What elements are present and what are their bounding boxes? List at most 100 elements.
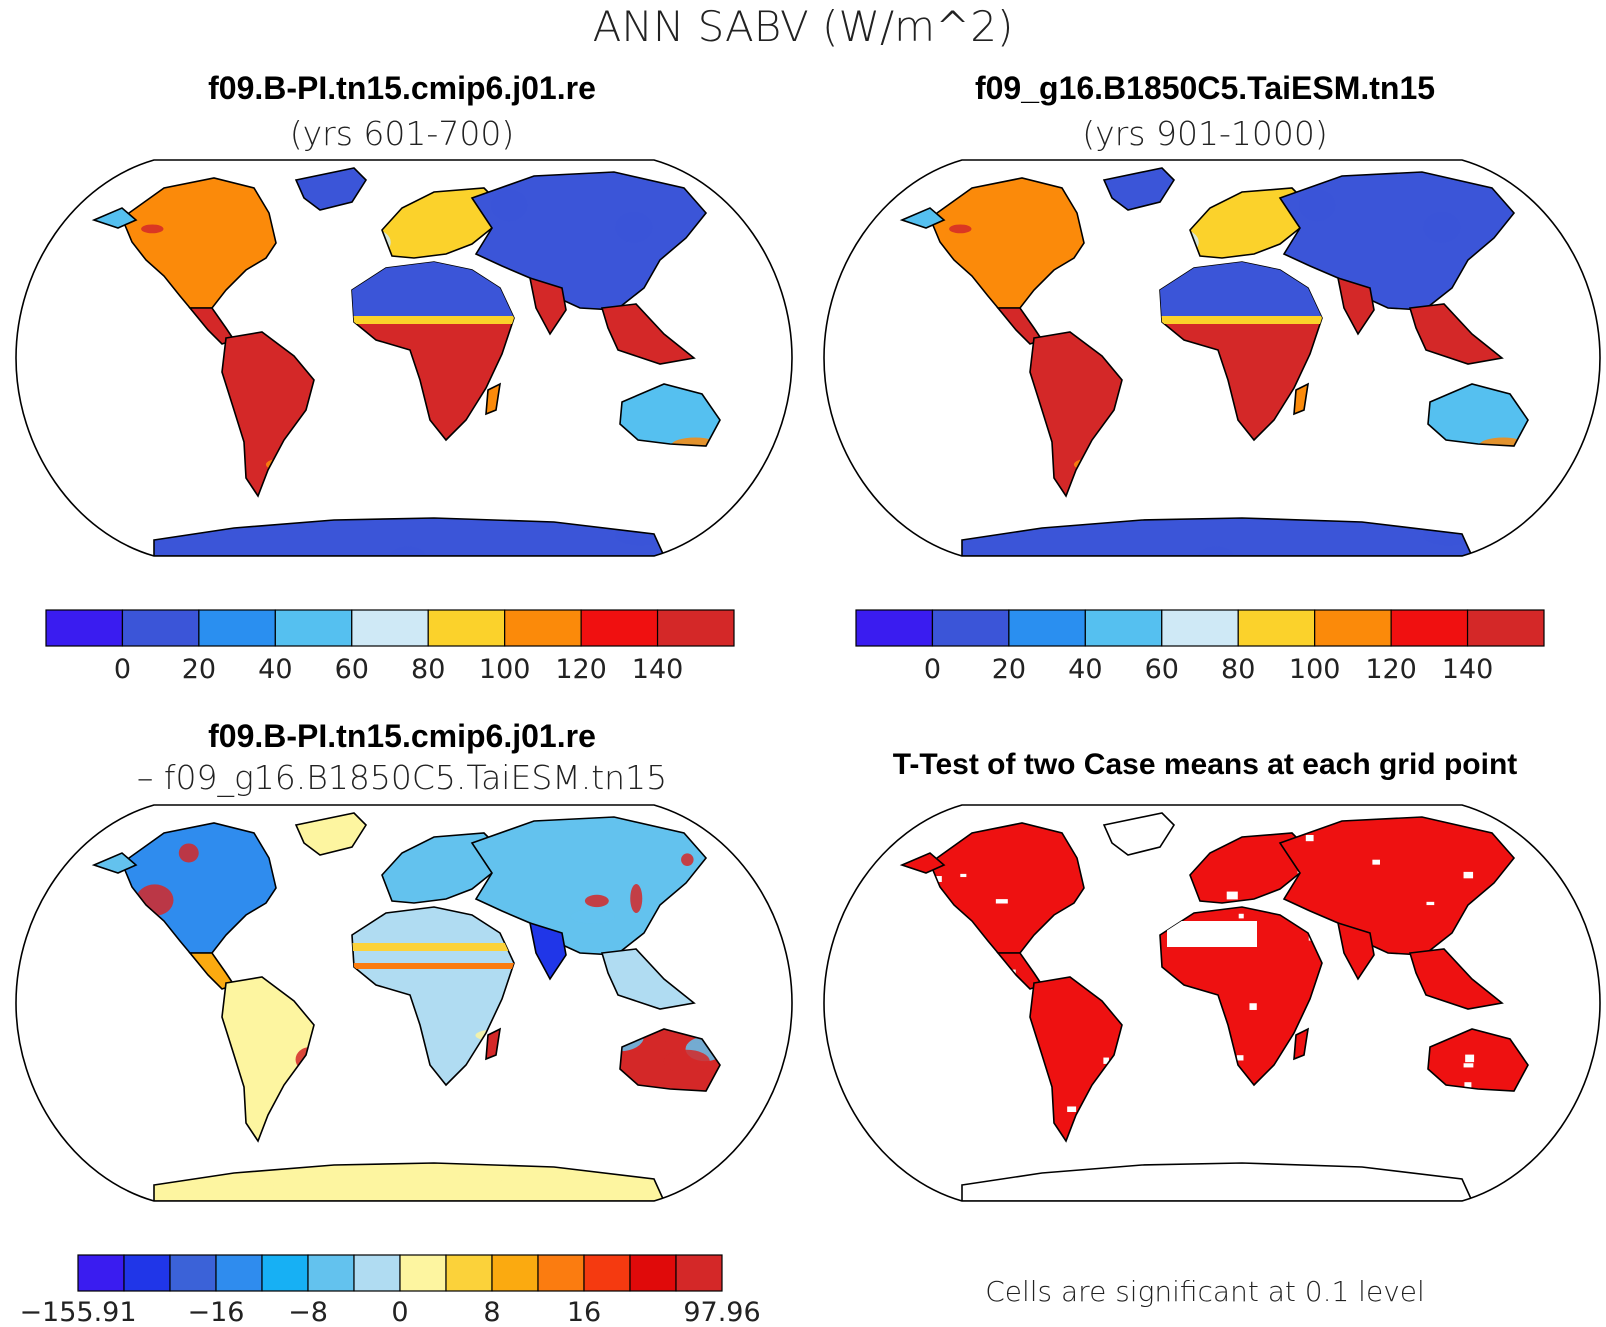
colorbar-swatch (537, 1254, 585, 1292)
colorbar-tick-label: 0 (391, 1297, 408, 1327)
colorbar-swatch (123, 1254, 171, 1292)
region-antarctica (154, 1163, 664, 1201)
region-greenland (1104, 813, 1174, 855)
colorbar-swatch (169, 1254, 217, 1292)
colorbar-swatch (1466, 609, 1545, 647)
colorbar-swatch (445, 1254, 493, 1292)
colorbar-swatch (675, 1254, 723, 1292)
colorbar-tick-label: 140 (632, 654, 684, 685)
colorbar-tick-label: 60 (1145, 654, 1179, 685)
colorbar-swatch (307, 1254, 355, 1292)
colorbar-tick-label: 80 (411, 654, 445, 685)
panel-subtitle-bottom-left: – f09_g16.B1850C5.TaiESM.tn15 (136, 758, 668, 797)
colorbar-swatch (353, 1254, 401, 1292)
colorbar-tick-label: 100 (1289, 654, 1341, 685)
colorbar-tick-label: 0 (114, 654, 131, 685)
region-asia (472, 172, 706, 310)
region-europe (1190, 833, 1312, 903)
colorbar-bottom-left: −155.91 −16 −8 0 8 16 97.96 (19, 1254, 761, 1327)
panel-subtitle-top-left: (yrs 601-700) (289, 114, 515, 153)
colorbar-swatch (1390, 609, 1469, 647)
map-bottom-left (15, 804, 793, 1202)
region-greenland (296, 813, 366, 855)
region-greenland (1104, 168, 1174, 210)
region-centralam (190, 308, 234, 344)
colorbar-swatch (931, 609, 1010, 647)
colorbar-tick-label: 120 (555, 654, 607, 685)
colorbar-tick-label: 20 (182, 654, 216, 685)
region-europe (1190, 188, 1312, 258)
colorbar-swatch (1161, 609, 1239, 647)
region-seasia (1410, 304, 1502, 364)
region-asia (1280, 817, 1514, 955)
region-africa (1160, 907, 1322, 1085)
colorbar-tick-label: 8 (483, 1297, 500, 1327)
region-asia (1280, 172, 1514, 310)
colorbar-tick-label: 120 (1365, 654, 1417, 685)
region-namerica (122, 823, 276, 953)
region-asia (472, 817, 706, 955)
region-antarctica (154, 518, 664, 556)
map-border (15, 804, 793, 1202)
colorbar-swatch (855, 609, 934, 647)
region-namerica (930, 823, 1084, 953)
colorbar-swatch (427, 609, 506, 647)
colorbar-swatch (580, 609, 659, 647)
colorbar-swatch (77, 1254, 125, 1292)
colorbar-swatch (121, 609, 200, 647)
region-greenland (296, 168, 366, 210)
colorbar-tick-label: 40 (258, 654, 292, 685)
region-centralam (190, 953, 234, 989)
map-top-right (823, 159, 1601, 557)
colorbar-swatch (399, 1254, 447, 1292)
colorbar-tick-label: 40 (1068, 654, 1102, 685)
map-bottom-right (823, 804, 1601, 1202)
colorbar-tick-label: −16 (188, 1297, 245, 1327)
region-centralam (998, 953, 1042, 989)
colorbar-tick-label: 20 (992, 654, 1026, 685)
region-seasia (602, 304, 694, 364)
colorbar-top-left: 0 20 40 60 80 100 120 140 (45, 609, 735, 685)
colorbar-swatch (583, 1254, 631, 1292)
colorbar-tick-label: 140 (1442, 654, 1494, 685)
region-antarctica (962, 518, 1472, 556)
region-australia (620, 384, 720, 446)
panel-title-bottom-left: f09.B-PI.tn15.cmip6.j01.re (208, 718, 596, 754)
colorbar-swatch (656, 609, 735, 647)
region-seasia (602, 949, 694, 1009)
colorbar-swatch (198, 609, 276, 647)
colorbar-tick-label: 60 (335, 654, 369, 685)
colorbar-swatch (215, 1254, 263, 1292)
colorbar-swatch (261, 1254, 309, 1292)
colorbar-swatch (45, 609, 124, 647)
colorbar-swatch (504, 609, 582, 647)
region-antarctica (962, 1163, 1472, 1201)
colorbar-swatch (1084, 609, 1163, 647)
region-australia (1428, 384, 1528, 446)
region-europe (382, 833, 504, 903)
panel-title-bottom-right: T-Test of two Case means at each grid po… (892, 748, 1518, 781)
colorbar-swatch (351, 609, 429, 647)
colorbar-tick-label: 0 (924, 654, 941, 685)
colorbar-swatch (1008, 609, 1086, 647)
region-centralam (998, 308, 1042, 344)
colorbar-tick-label: 16 (567, 1297, 601, 1327)
colorbar-tick-label: 97.96 (683, 1297, 760, 1327)
region-europe (382, 188, 504, 258)
colorbar-swatch (629, 1254, 677, 1292)
region-seasia (1410, 949, 1502, 1009)
map-border (823, 159, 1601, 557)
panel-title-top-right: f09_g16.B1850C5.TaiESM.tn15 (974, 70, 1436, 106)
map-border (15, 159, 793, 557)
region-namerica (930, 178, 1084, 308)
colorbar-swatch (274, 609, 353, 647)
colorbar-tick-label: −155.91 (19, 1297, 136, 1327)
region-india (530, 923, 566, 979)
region-namerica (122, 178, 276, 308)
significance-note: Cells are significant at 0.1 level (985, 1275, 1425, 1308)
region-india (1338, 923, 1374, 979)
region-africa (352, 907, 514, 1085)
map-top-left (15, 159, 793, 557)
colorbar-tick-label: 100 (479, 654, 531, 685)
colorbar-swatch (1237, 609, 1316, 647)
